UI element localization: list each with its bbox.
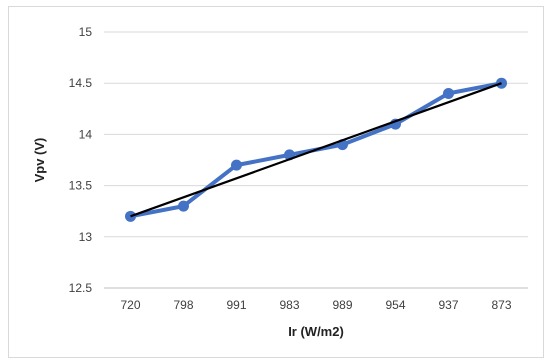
data-point bbox=[443, 87, 454, 99]
x-tick-label: 798 bbox=[173, 298, 193, 312]
x-tick-label: 989 bbox=[332, 298, 352, 312]
x-tick-label: 937 bbox=[438, 298, 458, 312]
y-tick-labels: 12.5 13 13.5 14 14.5 15 bbox=[69, 25, 93, 295]
y-tick-label: 15 bbox=[79, 25, 93, 39]
x-tick-label: 983 bbox=[279, 298, 299, 312]
gridlines bbox=[104, 31, 528, 289]
data-points bbox=[125, 77, 507, 222]
chart-frame bbox=[8, 6, 544, 358]
y-tick-label: 14.5 bbox=[69, 76, 93, 90]
data-point bbox=[231, 159, 242, 171]
trendline bbox=[130, 82, 502, 218]
x-tick-labels: 720 798 991 983 989 954 937 873 bbox=[120, 298, 511, 312]
x-axis-title: Ir (W/m2) bbox=[288, 324, 344, 339]
y-tick-label: 14 bbox=[79, 127, 93, 141]
x-tick-label: 873 bbox=[491, 298, 511, 312]
x-tick-label: 991 bbox=[226, 298, 246, 312]
data-point bbox=[178, 200, 189, 212]
x-tick-label: 954 bbox=[385, 298, 405, 312]
y-axis-title: Vpv (V) bbox=[32, 138, 47, 183]
x-tick-label: 720 bbox=[120, 298, 140, 312]
y-tick-label: 13.5 bbox=[69, 179, 93, 193]
y-tick-label: 12.5 bbox=[69, 281, 93, 295]
y-tick-label: 13 bbox=[79, 230, 93, 244]
